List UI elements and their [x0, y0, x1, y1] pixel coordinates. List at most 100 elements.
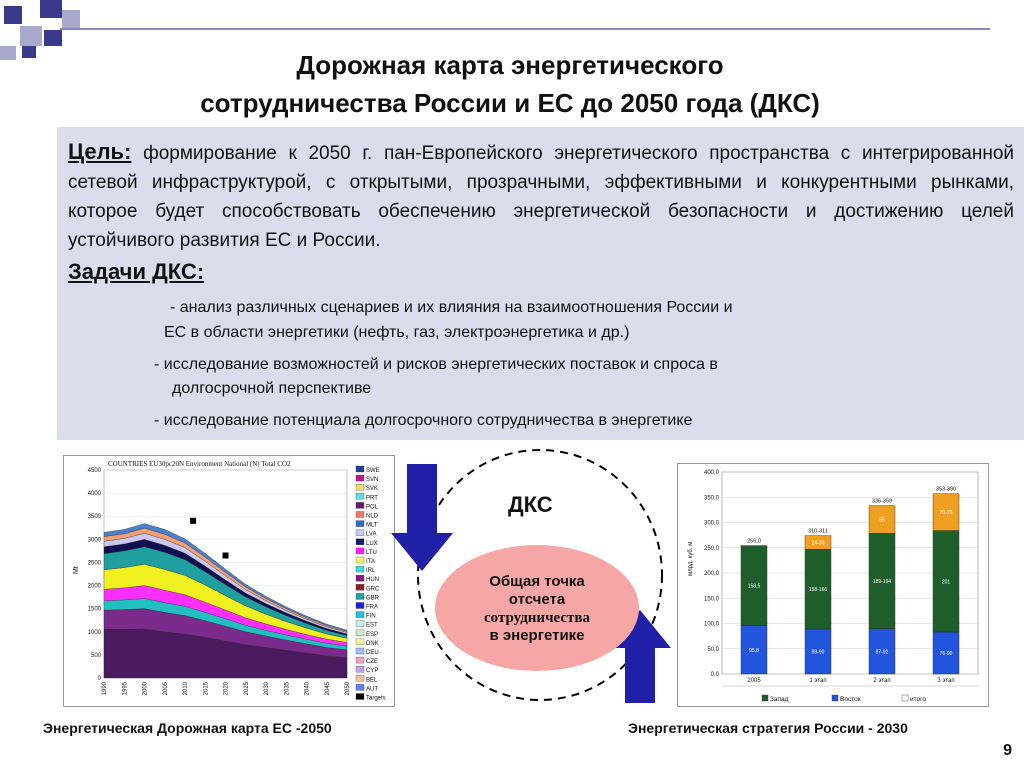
task-line-2: ЕС в области энергетики (нефть, газ, эле… [164, 324, 630, 341]
bar-segment [932, 530, 960, 633]
legend-swatch [355, 611, 365, 618]
legend-swatch [355, 565, 365, 573]
legend-swatch [355, 538, 365, 545]
legend-swatch [355, 520, 365, 527]
legend-label: MLT [366, 523, 378, 529]
legend-label: Восток [840, 696, 861, 703]
oval-line-1: Общая точка [489, 573, 585, 590]
legend-label: AUT [366, 686, 378, 692]
y-tick-label: 400,0 [704, 470, 720, 476]
legend-label: DEU [366, 650, 379, 656]
legend-label: LUX [366, 541, 378, 547]
arrow-down-icon [391, 464, 453, 571]
decor-square-2 [40, 0, 62, 18]
legend-swatch [355, 465, 365, 473]
legend-label: Targets [366, 696, 386, 702]
decor-square-6 [44, 30, 62, 46]
legend-swatch [355, 474, 365, 482]
legend-label: NLD [366, 514, 379, 520]
decor-square-4 [62, 10, 80, 28]
task-line-3: - исследование возможностей и рисков эне… [154, 356, 718, 373]
legend-swatch [355, 656, 365, 664]
legend-label: SWE [366, 468, 380, 474]
x-tick-label: 2000 [143, 681, 149, 695]
y-tick-label: 500 [91, 653, 102, 659]
x-tick-label: 2050 [345, 681, 351, 695]
legend-label: DNK [366, 641, 379, 647]
legend-swatch [355, 511, 365, 518]
legend-swatch [355, 529, 365, 536]
legend-swatch [761, 694, 769, 702]
bar-segment [932, 493, 960, 531]
left-caption: Энергетическая Дорожная карта ЕС -2050 [43, 720, 332, 736]
bar-total-label: 336-359 [872, 499, 892, 505]
x-tick-label: 2025 [244, 681, 250, 695]
area-band [103, 523, 348, 632]
x-tick-label: 2005 [163, 681, 169, 695]
legend-swatch [355, 666, 365, 673]
bar-segment [804, 535, 832, 550]
legend-swatch [355, 484, 365, 491]
bar-value-label: 55 [879, 517, 885, 523]
legend-label: CZE [366, 659, 378, 665]
x-tick-label: 2045 [325, 681, 331, 695]
legend-swatch [831, 694, 839, 702]
legend-swatch [355, 620, 365, 627]
bar-value-label: 70-75 [940, 510, 953, 516]
decor-line [60, 28, 990, 30]
y-tick-label: 2500 [88, 560, 102, 566]
y-tick-label: 300,0 [704, 521, 720, 527]
right-caption: Энергетическая стратегия России - 2030 [628, 720, 908, 736]
dks-diagram [391, 449, 671, 703]
bar-value-label: 89-90 [812, 650, 825, 656]
legend-swatch [355, 684, 365, 691]
bar-value-label: 87-92 [876, 649, 889, 655]
x-tick-label: 2 этап [873, 678, 890, 684]
legend-swatch [355, 638, 365, 646]
x-tick-label: 1990 [102, 681, 108, 695]
bar-segment [804, 628, 832, 675]
y-tick-label: 50,0 [707, 647, 719, 653]
legend-label: BEL [366, 677, 378, 683]
y-axis-label: млрд. куб. м [688, 542, 694, 576]
page-number: 9 [1003, 742, 1012, 759]
legend-swatch [355, 584, 365, 591]
decor-square-3 [20, 26, 42, 46]
y-tick-label: 3500 [88, 514, 102, 520]
bar-segment [740, 625, 768, 675]
legend-label: CYP [366, 668, 378, 674]
x-tick-label: 2010 [183, 681, 189, 695]
page-title: Дорожная карта энергетического сотруднич… [90, 46, 930, 122]
decor-square-7 [22, 46, 36, 58]
bar-segment [740, 545, 768, 626]
task-line-5: - исследование потенциала долгосрочного … [154, 412, 693, 429]
legend-swatch [355, 693, 365, 700]
eu-roadmap-chart: COUNTRIES EU30pc20N Environment National… [63, 455, 395, 707]
goal-panel: Цель: формирование к 2050 г. пан-Европей… [57, 127, 1024, 440]
y-tick-label: 250,0 [704, 546, 720, 552]
bar-value-label: 158-166 [809, 587, 828, 593]
bar-segment [804, 549, 832, 630]
bar-segment [868, 505, 896, 534]
legend-swatch [355, 575, 365, 582]
legend-label: SVK [366, 486, 378, 492]
bar-segment [932, 631, 960, 675]
legend-swatch [355, 547, 365, 555]
legend-label: LTU [366, 550, 377, 556]
target-marker [222, 552, 229, 559]
task-line-1: - анализ различных сценариев и их влияни… [170, 299, 733, 316]
y-tick-label: 3000 [88, 537, 102, 543]
x-tick-label: 3 этап [937, 678, 954, 684]
bar-total-label: 310-311 [808, 529, 828, 535]
y-tick-label: 150,0 [704, 596, 720, 602]
y-tick-label: 2000 [88, 584, 102, 590]
legend-label: Запад [770, 696, 789, 703]
title-line-1: Дорожная карта энергетического [296, 50, 724, 80]
bar-value-label: 201 [942, 579, 951, 585]
legend-swatch [355, 493, 365, 500]
bar-value-label: 76-90 [940, 651, 953, 657]
legend-label: HUN [366, 577, 379, 583]
x-tick-label: 2005 [747, 678, 761, 684]
common-point-oval [435, 545, 639, 671]
legend-swatch [355, 502, 365, 509]
